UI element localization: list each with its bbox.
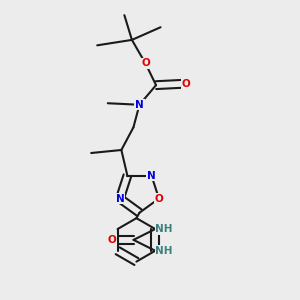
Text: NH: NH xyxy=(155,224,173,234)
Text: O: O xyxy=(154,194,163,204)
Text: O: O xyxy=(141,58,150,68)
Text: O: O xyxy=(182,79,190,88)
Text: NH: NH xyxy=(155,246,173,256)
Text: N: N xyxy=(116,194,124,204)
Text: O: O xyxy=(107,235,116,245)
Text: N: N xyxy=(147,171,156,181)
Text: N: N xyxy=(135,100,144,110)
